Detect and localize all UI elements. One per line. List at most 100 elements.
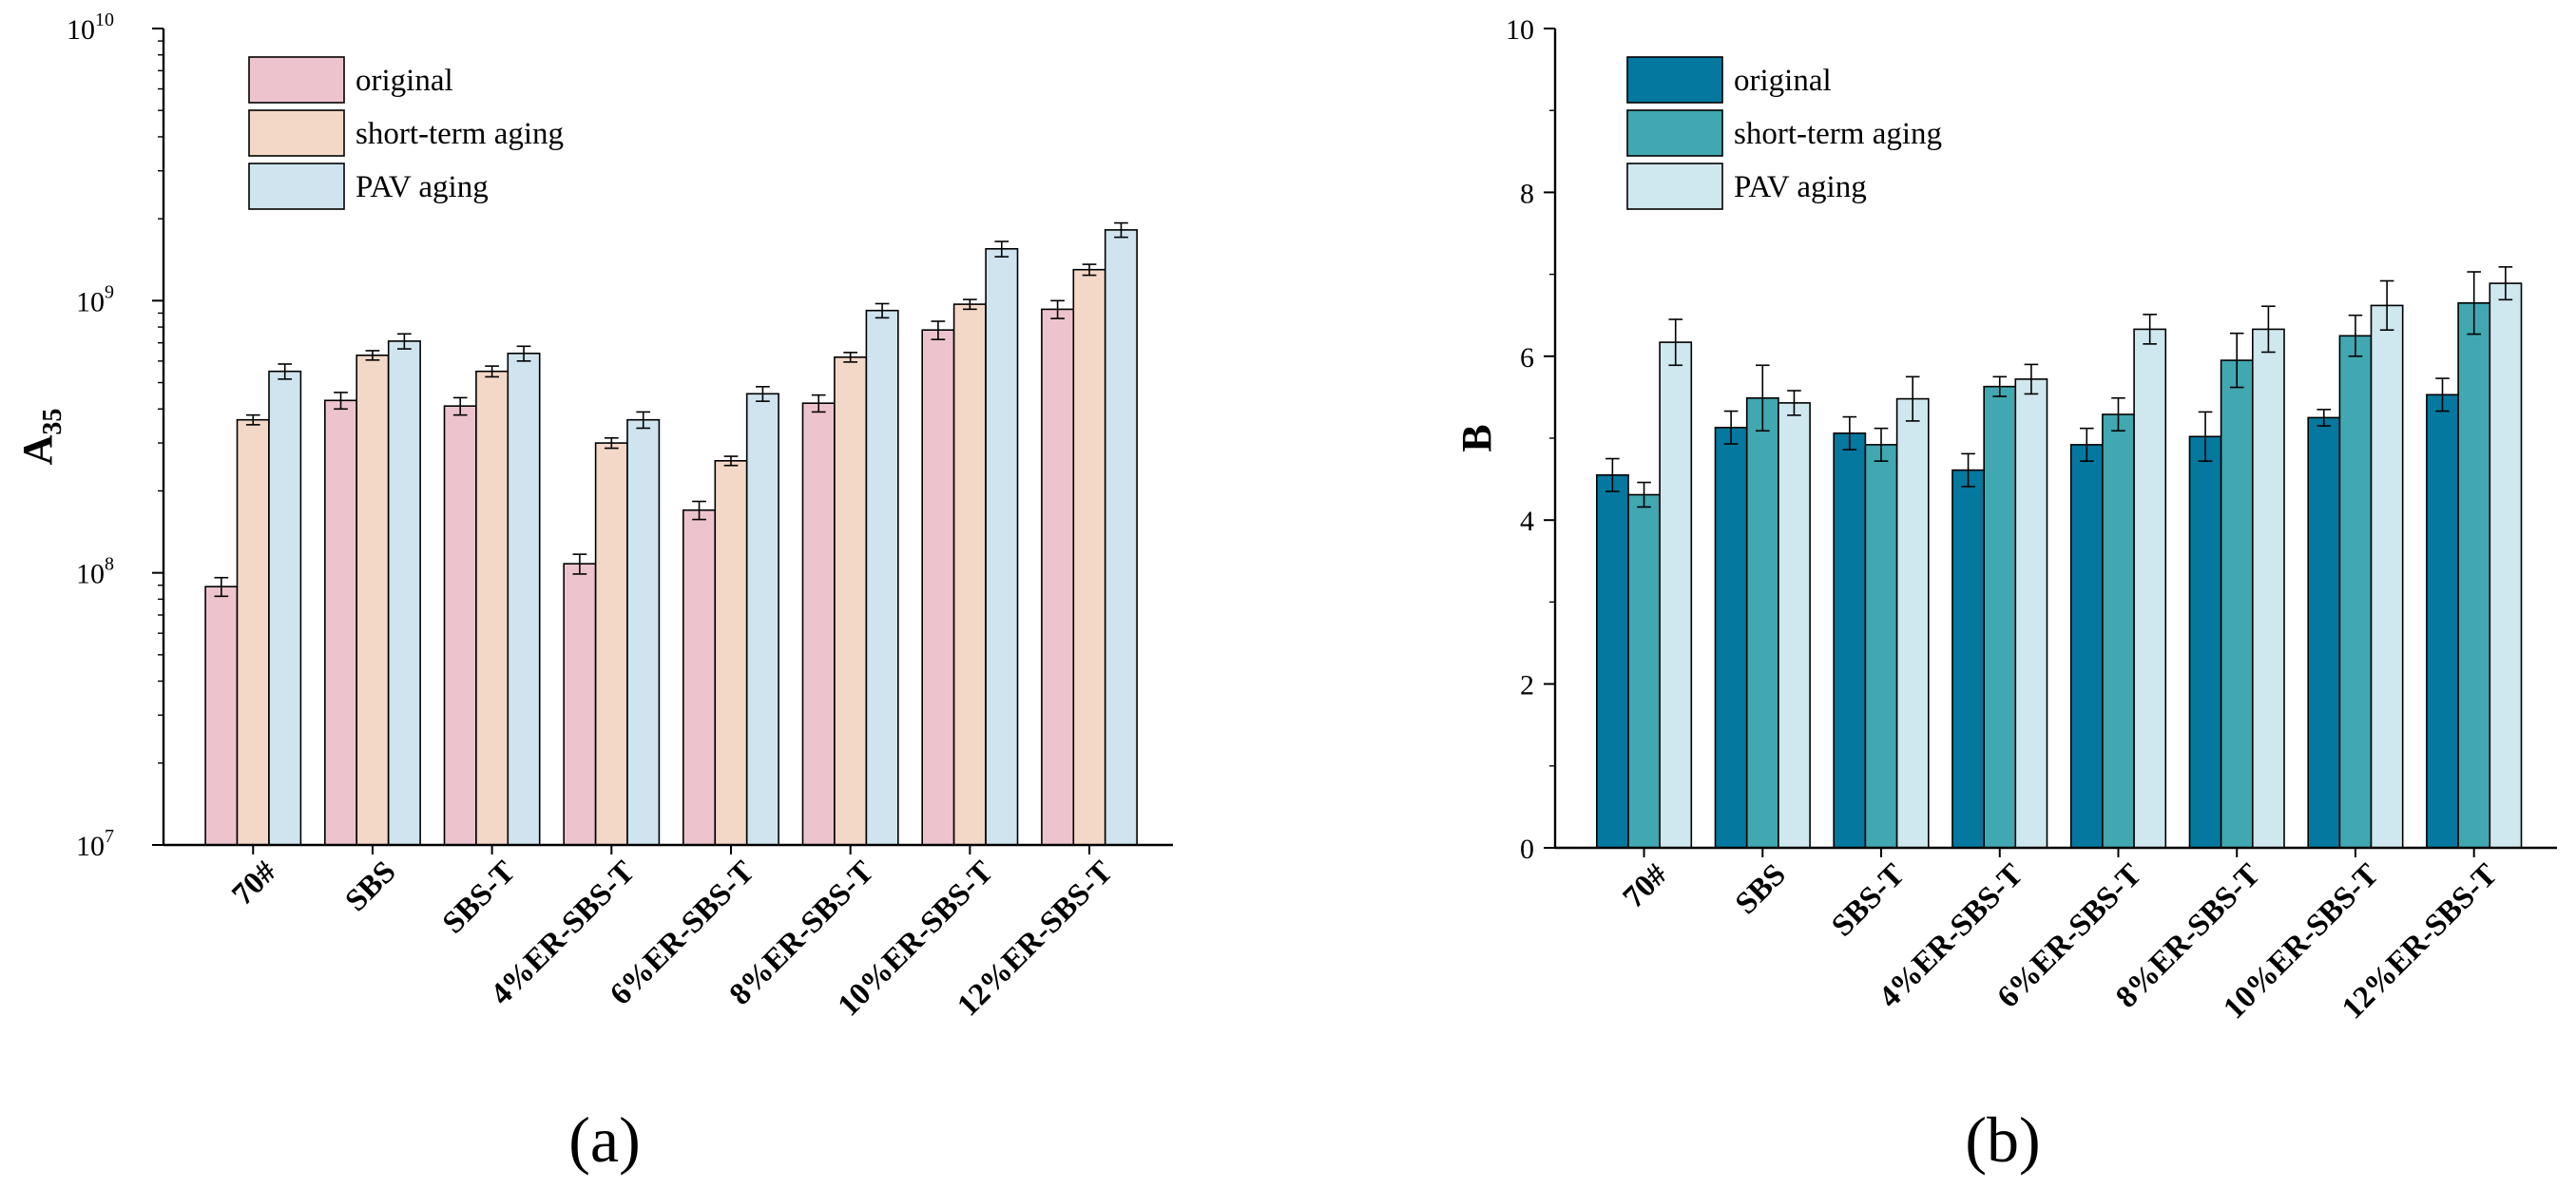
bar-pav-aging-12pcter-sbs-t — [2489, 282, 2523, 849]
error-bar-original-10pcter-sbs-t — [931, 320, 946, 340]
bar-short-term-aging-6pcter-sbs-t — [714, 459, 748, 846]
bar-original-sbs-t — [443, 405, 477, 846]
bar-pav-aging-sbs — [387, 340, 421, 846]
error-bar-original-8pcter-sbs-t — [2198, 411, 2213, 462]
error-bar-original-12pcter-sbs-t — [2435, 377, 2450, 413]
y-tick-label: 109 — [76, 281, 114, 317]
legend-label-pav-aging: PAV aging — [1734, 170, 1867, 204]
legend-swatch-pav-aging — [248, 163, 345, 210]
error-bar-original-sbs-t — [1842, 415, 1857, 451]
y-tick-label: 1010 — [67, 10, 114, 46]
error-bar-pav-aging-8pcter-sbs-t — [875, 302, 890, 319]
bar-short-term-aging-12pcter-sbs-t — [2457, 301, 2491, 849]
bar-pav-aging-sbs — [1778, 402, 1811, 849]
bar-original-6pcter-sbs-t — [682, 509, 716, 846]
bar-original-70hash — [204, 585, 239, 846]
error-bar-pav-aging-sbs-t — [1905, 375, 1920, 422]
error-bar-original-6pcter-sbs-t — [692, 500, 706, 521]
y-axis-title: A35 — [14, 409, 67, 466]
y-axis-title: B — [1453, 424, 1500, 451]
error-bar-short-term-aging-12pcter-sbs-t — [1082, 263, 1097, 277]
bar-pav-aging-12pcter-sbs-t — [1104, 229, 1138, 846]
bar-original-10pcter-sbs-t — [2307, 416, 2341, 849]
legend: original short-term aging PAV aging — [1626, 56, 1942, 210]
error-bar-short-term-aging-8pcter-sbs-t — [2229, 332, 2244, 389]
error-bar-pav-aging-sbs — [397, 333, 412, 350]
error-bar-original-4pcter-sbs-t — [572, 553, 587, 575]
bar-short-term-aging-10pcter-sbs-t — [2338, 335, 2373, 849]
error-bar-short-term-aging-sbs — [1755, 364, 1770, 432]
bar-original-8pcter-sbs-t — [2188, 435, 2222, 849]
bar-short-term-aging-6pcter-sbs-t — [2102, 413, 2135, 849]
error-bar-short-term-aging-70hash — [245, 413, 260, 426]
legend-swatch-original — [248, 56, 345, 104]
error-bar-original-sbs — [334, 392, 348, 411]
y-tick-label: 108 — [76, 554, 114, 590]
bar-pav-aging-8pcter-sbs-t — [865, 309, 899, 846]
error-bar-original-10pcter-sbs-t — [2316, 409, 2332, 427]
bar-short-term-aging-70hash — [1627, 493, 1662, 849]
bar-short-term-aging-4pcter-sbs-t — [594, 442, 628, 846]
error-bar-original-70hash — [214, 576, 229, 598]
legend-label-short-term-aging: short-term aging — [1734, 117, 1942, 151]
panel-label-a: (a) — [568, 1104, 640, 1176]
x-tick-label-70hash: 70# — [225, 854, 283, 912]
error-bar-original-12pcter-sbs-t — [1050, 299, 1065, 319]
x-tick-label-sbs-t: SBS-T — [1825, 857, 1911, 943]
bar-original-sbs — [1714, 426, 1748, 849]
error-bar-original-70hash — [1605, 457, 1620, 492]
bar-original-70hash — [1596, 473, 1629, 849]
bar-original-8pcter-sbs-t — [801, 402, 836, 846]
error-bar-original-sbs — [1723, 410, 1739, 445]
bar-pav-aging-sbs-t — [1895, 397, 1930, 849]
bar-short-term-aging-4pcter-sbs-t — [1983, 385, 2017, 849]
bar-pav-aging-70hash — [268, 370, 302, 846]
bar-original-sbs — [323, 399, 357, 846]
error-bar-short-term-aging-sbs-t — [1874, 427, 1889, 462]
bar-pav-aging-10pcter-sbs-t — [985, 247, 1019, 846]
error-bar-pav-aging-70hash — [1668, 318, 1683, 367]
error-bar-short-term-aging-8pcter-sbs-t — [843, 352, 858, 363]
y-tick-label: 10 — [1506, 14, 1534, 46]
y-tick-label: 6 — [1520, 342, 1534, 374]
error-bar-short-term-aging-4pcter-sbs-t — [604, 436, 619, 450]
error-bar-original-sbs-t — [452, 396, 468, 416]
y-axis-title-main: B — [1453, 424, 1500, 451]
y-tick-label-exponent: 10 — [95, 10, 114, 30]
legend-label-original: original — [356, 64, 453, 98]
bar-pav-aging-6pcter-sbs-t — [2133, 328, 2167, 849]
bar-short-term-aging-10pcter-sbs-t — [952, 303, 987, 846]
legend-swatch-short-term-aging — [1626, 109, 1723, 157]
error-bar-short-term-aging-10pcter-sbs-t — [2348, 314, 2363, 357]
x-tick-label-sbs: SBS — [339, 854, 403, 918]
error-bar-short-term-aging-10pcter-sbs-t — [962, 298, 977, 311]
y-tick-label-exponent: 8 — [105, 554, 114, 575]
y-tick-label-base: 10 — [76, 831, 105, 862]
bar-short-term-aging-12pcter-sbs-t — [1072, 268, 1106, 846]
y-tick-label-base: 10 — [76, 286, 105, 317]
error-bar-pav-aging-sbs — [1787, 390, 1801, 416]
legend-swatch-original — [1626, 56, 1723, 104]
error-bar-short-term-aging-sbs — [365, 350, 380, 361]
error-bar-short-term-aging-70hash — [1637, 481, 1651, 509]
error-bar-pav-aging-12pcter-sbs-t — [2498, 266, 2513, 301]
error-bar-pav-aging-4pcter-sbs-t — [636, 411, 651, 430]
error-bar-pav-aging-10pcter-sbs-t — [2379, 279, 2394, 332]
bar-pav-aging-10pcter-sbs-t — [2370, 304, 2404, 849]
y-tick-label-base: 10 — [67, 14, 95, 46]
error-bar-pav-aging-10pcter-sbs-t — [994, 240, 1009, 258]
bar-original-sbs-t — [1833, 432, 1867, 849]
error-bar-pav-aging-4pcter-sbs-t — [2024, 363, 2039, 395]
bar-short-term-aging-sbs-t — [1864, 444, 1898, 849]
bar-short-term-aging-8pcter-sbs-t — [2220, 359, 2254, 849]
bar-short-term-aging-sbs-t — [475, 370, 509, 846]
error-bar-short-term-aging-sbs-t — [485, 365, 499, 378]
bar-pav-aging-4pcter-sbs-t — [2014, 378, 2048, 849]
bar-pav-aging-8pcter-sbs-t — [2252, 328, 2285, 849]
x-tick-label-70hash: 70# — [1617, 857, 1675, 915]
bar-original-12pcter-sbs-t — [1041, 308, 1075, 846]
error-bar-original-6pcter-sbs-t — [2080, 427, 2094, 462]
bar-pav-aging-70hash — [1659, 341, 1693, 849]
error-bar-short-term-aging-6pcter-sbs-t — [723, 455, 739, 467]
